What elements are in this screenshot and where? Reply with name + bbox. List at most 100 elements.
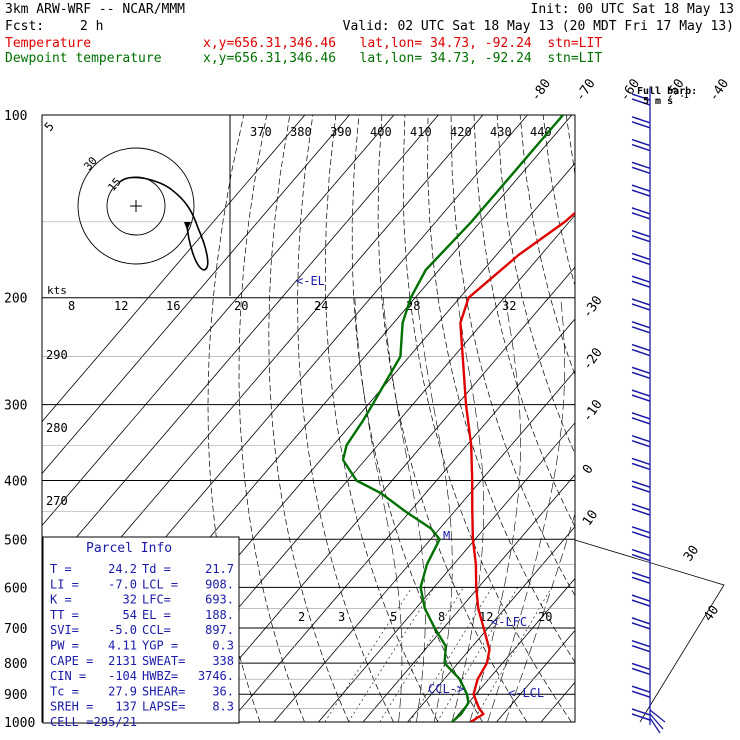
isotherm-line	[42, 115, 439, 578]
el-marker: <-EL	[296, 274, 325, 288]
diagram-edge	[574, 539, 725, 723]
pressure-tick-label: 300	[4, 399, 27, 414]
parcel-info-key: SREH =	[50, 700, 93, 714]
dry-adiabat	[612, 115, 740, 722]
temperature-location: x,y=656.31,346.46 lat,lon= 34.73, -92.24…	[203, 36, 603, 51]
mixing-ratio-label: 8	[438, 610, 445, 624]
dry-adiabat	[681, 115, 740, 722]
wind-barb	[631, 252, 651, 266]
hodograph-ring-label: 15	[105, 175, 123, 194]
pressure-tick-label: 700	[4, 622, 27, 637]
wind-barb	[631, 298, 651, 311]
isotherm-line	[42, 115, 395, 527]
dry-adiabat	[727, 115, 740, 722]
isotherm-line	[407, 526, 575, 722]
wind-barb	[631, 548, 651, 562]
theta-label: 390	[330, 125, 352, 139]
parcel-info-value: 188.	[205, 608, 234, 622]
mixing-ratio-line	[472, 587, 552, 722]
mixing-ratio-line	[324, 587, 413, 722]
parcel-info-key: LAPSE=	[142, 700, 185, 714]
pressure-tick-label: 600	[4, 581, 27, 596]
parcel-info-key: LFC=	[142, 593, 171, 607]
isotherm-label: 40	[701, 603, 722, 624]
wind-barb	[631, 617, 651, 630]
isotherm-line	[229, 318, 575, 722]
parcel-info-value: 4.11	[108, 639, 137, 653]
parcel-info-key: T =	[50, 562, 72, 576]
wind-barb	[631, 457, 651, 471]
temperature-profile	[459, 211, 575, 722]
dry-adiabat	[496, 115, 575, 455]
parcel-info-value: 27.9	[108, 684, 137, 698]
parcel-info-value: 2131	[108, 654, 137, 668]
lfc-marker: <-LFC	[491, 615, 527, 629]
parcel-info-key: LI =	[50, 577, 79, 591]
mixing-ratio-label: 16	[166, 299, 180, 313]
hodograph-storm-marker	[184, 222, 191, 230]
wind-barb	[631, 434, 651, 448]
mixing-ratio-label: 8	[68, 299, 75, 313]
wind-barb	[631, 366, 651, 380]
parcel-info-key: LCL =	[142, 577, 178, 591]
barb-key: 5 m s	[643, 96, 673, 107]
wind-barb	[631, 184, 651, 197]
theta-label: 430	[490, 125, 512, 139]
parcel-info-value: 3746.	[198, 669, 234, 683]
parcel-info-key: SHEAR=	[142, 684, 185, 698]
dry-adiabat	[402, 115, 572, 722]
isotherm-label: 0	[580, 462, 597, 477]
lcl-marker: <-LCL	[508, 686, 544, 700]
valid-time: Valid: 02 UTC Sat 18 May 13 (20 MDT Fri …	[342, 19, 734, 34]
mixing-ratio-label: 20	[234, 299, 248, 313]
theta-label: 370	[250, 125, 272, 139]
dry-adiabat	[351, 115, 483, 722]
pressure-tick-label: 500	[4, 533, 27, 548]
theta-label: 380	[290, 125, 312, 139]
wind-barb	[631, 503, 651, 516]
isotherm-line	[42, 115, 350, 475]
wind-barb	[631, 594, 651, 607]
barb-key: Full barb:	[637, 86, 697, 97]
hodograph-trace	[119, 176, 209, 271]
wind-barb	[631, 412, 651, 425]
wind-barb	[631, 116, 651, 129]
barb-key-unit: -1	[680, 92, 688, 100]
pressure-tick-label: 200	[4, 292, 27, 307]
parcel-info-value: -7.0	[108, 577, 137, 591]
wind-barb	[631, 207, 651, 220]
parcel-info-key: CCL=	[142, 623, 171, 637]
wind-barb	[631, 480, 651, 493]
mixing-ratio-label: 3	[338, 610, 345, 624]
parcel-info-key: PW =	[50, 639, 79, 653]
ccl-marker: CCL->	[428, 682, 464, 696]
parcel-info-value: 32	[123, 593, 137, 607]
dry-adiabat	[704, 115, 740, 722]
mixing-ratio-line	[436, 587, 519, 722]
parcel-info-key: K =	[50, 593, 72, 607]
isotherm-line	[273, 370, 575, 722]
parcel-info-key: CIN =	[50, 669, 86, 683]
parcel-info-value: -104	[108, 669, 137, 683]
mixing-ratio-label: 32	[502, 299, 516, 313]
dry-adiabat	[268, 115, 350, 722]
parcel-info-value: 0.3	[212, 639, 234, 653]
parcel-info-title: Parcel Info	[86, 541, 172, 556]
isotherm-label: -40	[706, 76, 732, 104]
isotherm-line	[496, 629, 575, 722]
parcel-info-value: 295/21	[94, 715, 137, 729]
wind-barb	[631, 161, 651, 175]
parcel-info-key: Tc =	[50, 684, 79, 698]
parcel-info-key: SWEAT=	[142, 654, 185, 668]
isotherm-label: -20	[580, 345, 606, 373]
pressure-tick-label: 1000	[4, 716, 35, 731]
theta-label: 270	[46, 494, 68, 508]
pressure-tick-label: 900	[4, 688, 27, 703]
wind-barb	[631, 708, 651, 721]
parcel-info-value: 8.3	[212, 700, 234, 714]
wind-barb	[631, 662, 651, 676]
parcel-info-value: -5.0	[108, 623, 137, 637]
parcel-info-value: 137	[115, 700, 137, 714]
isotherm-label: -10	[580, 397, 606, 425]
hodograph-ring	[77, 147, 195, 265]
